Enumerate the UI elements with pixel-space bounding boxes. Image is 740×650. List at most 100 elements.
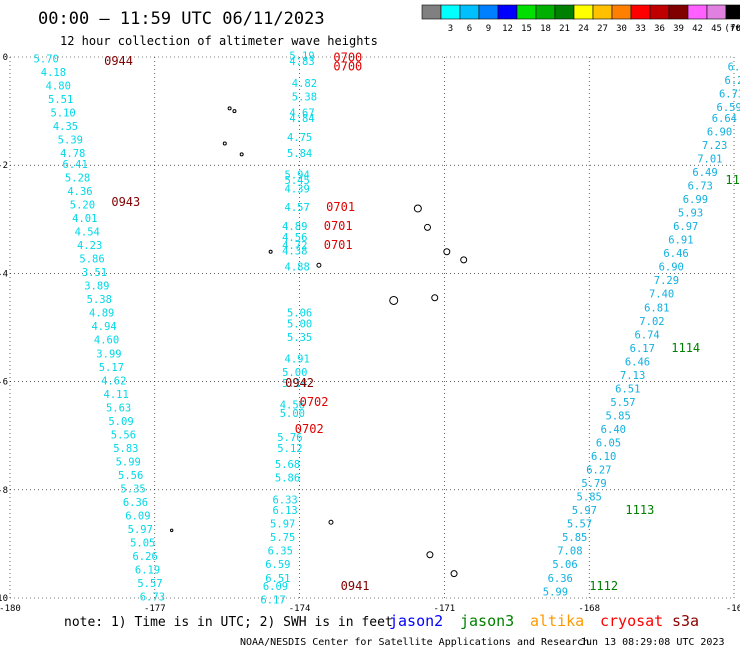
wave-height-value: 7.23 bbox=[702, 140, 727, 152]
wave-height-value: 5.38 bbox=[292, 91, 317, 103]
pass-time-label: 0700 bbox=[333, 60, 362, 74]
wave-height-value: 5.09 bbox=[108, 416, 133, 428]
wave-height-value: 4.39 bbox=[285, 183, 310, 195]
wave-height-value: 5.84 bbox=[287, 148, 312, 160]
wave-height-value: 5.94 bbox=[285, 170, 310, 182]
pass-time-label: 1112 bbox=[589, 579, 618, 593]
wave-height-value: 5.99 bbox=[116, 456, 141, 468]
wave-height-value: 5.28 bbox=[65, 172, 90, 184]
y-tick-label: -4 bbox=[0, 269, 8, 279]
wave-height-value: 7.02 bbox=[639, 316, 664, 328]
legend-label: 36 bbox=[654, 24, 665, 34]
pass-time-label: 0943 bbox=[111, 195, 140, 209]
lat-lon-grid bbox=[9, 56, 735, 599]
legend-swatch bbox=[421, 4, 442, 20]
island-shape bbox=[328, 519, 334, 525]
island-shape bbox=[232, 109, 237, 114]
legend-label: 6 bbox=[467, 24, 472, 34]
wave-height-value: 5.20 bbox=[70, 199, 95, 211]
footer-credit: NOAA/NESDIS Center for Satellite Applica… bbox=[240, 637, 589, 648]
pass-time-label: 0701 bbox=[324, 219, 353, 233]
legend-label: 39 bbox=[673, 24, 684, 34]
wave-height-value: 4.36 bbox=[67, 186, 92, 198]
legend-unit: (ft) bbox=[724, 24, 740, 34]
wave-height-value: 6.05 bbox=[596, 438, 621, 450]
wave-height-value: 6.74 bbox=[634, 329, 659, 341]
wave-height-value: 6.90 bbox=[707, 126, 732, 138]
wave-height-value: 4.11 bbox=[104, 389, 129, 401]
x-tick-label: -168 bbox=[578, 604, 600, 614]
wave-height-value: 6.51 bbox=[265, 573, 290, 585]
wave-height-value: 6.59 bbox=[717, 102, 740, 114]
legend-swatch bbox=[554, 4, 575, 20]
wave-height-value: 5.57 bbox=[567, 519, 592, 531]
wave-height-value: 6.27 bbox=[586, 465, 611, 477]
wave-height-value: 6.09 bbox=[263, 581, 288, 593]
wave-height-value: 5.56 bbox=[118, 470, 143, 482]
legend-label: 45 bbox=[711, 24, 722, 34]
wave-height-value: 6.73 bbox=[140, 592, 165, 604]
wave-height-value: 4.67 bbox=[289, 108, 314, 120]
island-outlines bbox=[169, 106, 468, 578]
legend-swatch bbox=[459, 4, 480, 20]
wave-height-value: 6.73 bbox=[688, 181, 713, 193]
pass-time-label: 1113 bbox=[625, 503, 654, 517]
legend-swatch bbox=[573, 4, 594, 20]
wave-height-value: 5.38 bbox=[87, 294, 112, 306]
island-shape bbox=[413, 204, 422, 213]
wave-height-value: 4.23 bbox=[77, 240, 102, 252]
wave-height-value: 6.73 bbox=[719, 89, 740, 101]
legend-label: 15 bbox=[521, 24, 532, 34]
wave-height-value: 6.97 bbox=[673, 221, 698, 233]
wave-height-value: 6.90 bbox=[659, 262, 684, 274]
wave-height-value: 5.97 bbox=[128, 524, 153, 536]
wave-height-value: 4.01 bbox=[72, 213, 97, 225]
legend-label: 21 bbox=[559, 24, 570, 34]
wave-height-value: 6.13 bbox=[272, 505, 297, 517]
wave-height-value: 6.36 bbox=[548, 573, 573, 585]
wave-height-value: 4.89 bbox=[282, 221, 307, 233]
island-shape bbox=[268, 249, 273, 254]
wave-height-value: 5.70 bbox=[34, 53, 59, 65]
island-shape bbox=[431, 294, 439, 302]
wave-height-value: 7.08 bbox=[557, 546, 582, 558]
wave-height-value: 6.36 bbox=[123, 497, 148, 509]
wave-height-value: 7.13 bbox=[620, 370, 645, 382]
wave-height-value: 4.72 bbox=[282, 240, 307, 252]
wave-height-value: 5.83 bbox=[113, 443, 138, 455]
legend-label: 27 bbox=[597, 24, 608, 34]
x-tick-label: -174 bbox=[289, 604, 311, 614]
wave-height-value: 4.75 bbox=[287, 132, 312, 144]
legend-label: 9 bbox=[486, 24, 491, 34]
wave-height-value: 5.35 bbox=[120, 484, 145, 496]
wave-height-value: 6.35 bbox=[268, 546, 293, 558]
wave-height-value: 4.84 bbox=[289, 113, 314, 125]
pass-time-label: 0941 bbox=[341, 579, 370, 593]
y-tick-label: -2 bbox=[0, 161, 8, 171]
wave-height-value: 5.86 bbox=[79, 254, 104, 266]
wave-height-value: 5.45 bbox=[285, 175, 310, 187]
wave-height-value: 5.14 bbox=[282, 378, 307, 390]
wave-height-value: 4.35 bbox=[53, 121, 78, 133]
satellite-name: s3a bbox=[672, 612, 699, 630]
x-tick-label: -16 bbox=[726, 604, 740, 614]
wave-height-value: 6.99 bbox=[683, 194, 708, 206]
wave-height-value: 6.81 bbox=[644, 302, 669, 314]
island-shape bbox=[450, 570, 458, 578]
legend-swatch bbox=[497, 4, 518, 20]
wave-height-value: 6. bbox=[728, 62, 740, 74]
satellite-name: jason3 bbox=[460, 612, 514, 630]
wave-height-value: 4.38 bbox=[282, 245, 307, 257]
wave-height-value: 5.97 bbox=[572, 505, 597, 517]
wave-height-value: 7.29 bbox=[654, 275, 679, 287]
wave-height-value: 7.40 bbox=[649, 289, 674, 301]
pass-time-label: 0700 bbox=[333, 50, 362, 64]
x-tick-label: -180 bbox=[0, 604, 21, 614]
wave-height-value: 6.59 bbox=[265, 559, 290, 571]
wave-height-value: 4.82 bbox=[292, 78, 317, 90]
wave-height-value: 6.41 bbox=[63, 159, 88, 171]
pass-time-label: 0702 bbox=[300, 395, 329, 409]
legend-swatch bbox=[478, 4, 499, 20]
wave-height-value: 6.91 bbox=[668, 235, 693, 247]
